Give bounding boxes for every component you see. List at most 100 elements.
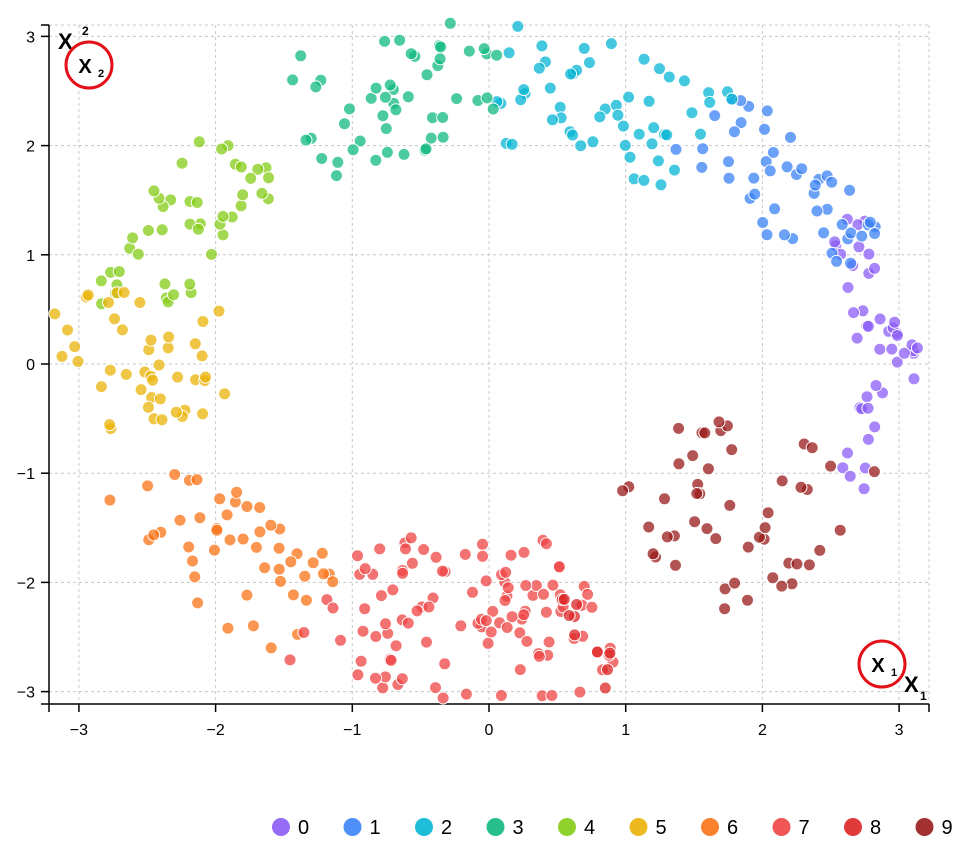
point-class-0 <box>910 341 924 355</box>
legend-item-4[interactable]: 4 <box>558 817 595 839</box>
point-class-1 <box>855 229 869 243</box>
point-class-9 <box>672 421 686 435</box>
point-class-9 <box>698 426 712 440</box>
y-tick-label: 3 <box>26 29 35 46</box>
point-class-6 <box>264 518 278 532</box>
point-class-1 <box>734 116 748 130</box>
point-class-9 <box>766 571 780 585</box>
point-class-4 <box>244 171 258 185</box>
point-class-7 <box>422 600 436 614</box>
point-class-0 <box>897 346 911 360</box>
point-class-7 <box>458 547 472 561</box>
point-class-7 <box>517 545 531 559</box>
point-class-5 <box>161 341 175 355</box>
point-class-9 <box>642 520 656 534</box>
legend-label: 5 <box>656 817 667 839</box>
point-class-1 <box>708 109 722 123</box>
legend-item-2[interactable]: 2 <box>415 817 452 839</box>
point-class-3 <box>353 134 367 148</box>
point-class-5 <box>71 355 85 368</box>
point-class-0 <box>847 306 860 320</box>
axes: −3 −2 −1 0 1 2 3 3 2 1 0 −1 −2 −3 <box>17 24 930 739</box>
legend-item-9[interactable]: 9 <box>915 817 953 839</box>
point-class-2 <box>543 81 557 95</box>
point-class-6 <box>249 540 263 554</box>
legend-swatch <box>844 818 862 836</box>
point-class-1 <box>863 215 877 229</box>
point-class-1 <box>825 175 839 189</box>
point-class-4 <box>126 231 140 245</box>
point-class-7 <box>499 565 513 579</box>
point-class-4 <box>205 247 218 261</box>
legend-swatch <box>272 818 290 836</box>
point-class-9 <box>725 443 739 457</box>
point-class-1 <box>810 204 824 218</box>
point-class-7 <box>454 619 468 633</box>
point-class-5 <box>146 373 160 387</box>
point-class-6 <box>274 574 287 588</box>
point-class-7 <box>404 531 418 545</box>
point-class-7 <box>334 633 347 647</box>
point-class-7 <box>546 578 560 592</box>
legend-item-5[interactable]: 5 <box>629 817 667 839</box>
point-class-1 <box>760 228 774 242</box>
point-class-4 <box>236 188 250 202</box>
point-class-4 <box>190 196 204 209</box>
point-class-2 <box>502 46 516 60</box>
point-class-7 <box>479 614 493 628</box>
point-class-8 <box>603 646 617 660</box>
point-class-4 <box>234 160 248 174</box>
point-class-3 <box>346 143 360 157</box>
point-class-9 <box>660 530 674 544</box>
legend-item-6[interactable]: 6 <box>701 817 738 839</box>
point-class-2 <box>637 173 651 187</box>
point-class-1 <box>844 256 858 270</box>
point-class-7 <box>326 601 340 615</box>
point-class-5 <box>48 307 62 321</box>
point-class-7 <box>466 585 479 599</box>
point-class-2 <box>651 154 665 168</box>
point-class-7 <box>405 556 419 570</box>
point-class-9 <box>833 523 847 537</box>
point-class-7 <box>501 581 515 595</box>
point-class-7 <box>479 574 493 588</box>
point-class-3 <box>378 34 392 48</box>
point-class-4 <box>158 277 172 291</box>
point-class-9 <box>752 530 766 544</box>
legend-item-1[interactable]: 1 <box>343 817 381 839</box>
legend-item-3[interactable]: 3 <box>486 817 524 839</box>
point-class-3 <box>343 102 356 116</box>
point-class-4 <box>147 184 161 198</box>
point-class-7 <box>537 587 550 601</box>
legend-item-7[interactable]: 7 <box>772 817 810 839</box>
point-class-4 <box>167 288 181 302</box>
point-class-8 <box>570 598 584 611</box>
y-tick-label: −2 <box>17 575 35 592</box>
point-class-7 <box>386 583 400 597</box>
x-tick-label: −3 <box>70 722 88 739</box>
point-class-1 <box>748 187 762 201</box>
point-class-6 <box>186 554 199 568</box>
point-class-3 <box>434 40 448 54</box>
point-class-4 <box>112 265 126 279</box>
point-class-4 <box>175 156 189 170</box>
point-class-1 <box>808 178 822 192</box>
legend-item-8[interactable]: 8 <box>844 817 881 839</box>
x1-marker-circle <box>857 639 907 689</box>
axis-corner-markers: X 1 X 1X 2X 2 <box>58 24 927 703</box>
point-class-7 <box>517 608 531 622</box>
point-class-5 <box>152 358 166 372</box>
point-class-2 <box>564 67 578 81</box>
legend-label: 1 <box>370 817 381 839</box>
point-class-4 <box>262 171 276 185</box>
point-class-2 <box>668 163 681 177</box>
point-class-2 <box>517 83 531 97</box>
point-class-7 <box>539 605 553 619</box>
legend-item-0[interactable]: 0 <box>272 817 309 839</box>
point-class-6 <box>326 575 340 589</box>
point-class-6 <box>190 473 204 487</box>
point-class-0 <box>841 281 855 294</box>
point-class-8 <box>562 609 576 622</box>
point-class-7 <box>395 672 409 686</box>
point-class-5 <box>141 400 155 414</box>
